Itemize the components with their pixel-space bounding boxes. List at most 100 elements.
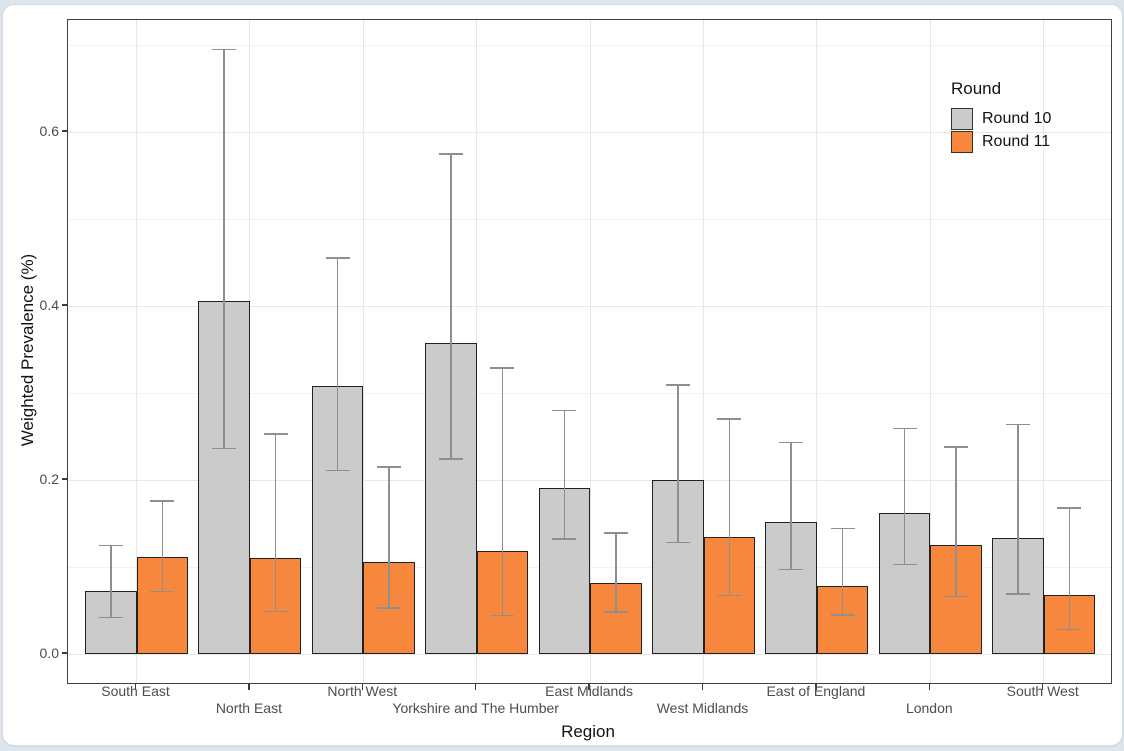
error-bar-cap xyxy=(1057,628,1082,631)
gridline-x xyxy=(929,20,931,683)
gridline-x xyxy=(136,20,137,683)
x-tick-mark xyxy=(701,683,704,690)
y-tick-mark xyxy=(62,130,67,132)
error-bar-cap xyxy=(552,409,577,412)
gridline-x xyxy=(589,20,591,683)
error-bar-cap xyxy=(892,563,917,566)
x-tick-label-1: South East xyxy=(101,683,170,699)
x-tick-mark xyxy=(1041,683,1044,690)
x-tick-label-2: North East xyxy=(215,700,282,716)
error-bar-cap xyxy=(263,610,288,613)
x-tick-mark xyxy=(928,683,931,690)
gridline-x xyxy=(362,20,364,683)
error-bar-cap xyxy=(377,466,402,468)
error-bar-cap xyxy=(717,418,742,420)
y-tick-mark xyxy=(62,652,67,654)
error-bar-line xyxy=(450,153,452,460)
gridline-x xyxy=(703,20,704,683)
error-bar-cap xyxy=(98,616,123,619)
error-bar-line xyxy=(336,258,339,471)
error-bar-cap xyxy=(830,527,855,530)
y-tick-mark xyxy=(62,304,67,306)
x-tick-label-7: East of England xyxy=(766,683,866,699)
error-bar-cap xyxy=(779,568,804,571)
x-tick-mark xyxy=(134,683,137,690)
error-bar-line xyxy=(677,385,679,543)
gridline-x xyxy=(1043,20,1045,683)
legend-title: Round xyxy=(951,79,1002,98)
gridline-minor-y xyxy=(68,44,1111,46)
y-tick-label: 0.6 xyxy=(39,123,59,139)
error-bar-cap xyxy=(944,595,969,598)
x-axis-title: Region xyxy=(561,722,615,741)
error-bar-line xyxy=(615,533,617,613)
error-bar-cap xyxy=(438,153,463,155)
gridline-major-y xyxy=(68,305,1111,307)
error-bar-cap xyxy=(490,367,515,369)
y-tick-label: 0.4 xyxy=(39,297,59,313)
x-tick-label-3: North West xyxy=(327,683,398,699)
error-bar-cap xyxy=(892,427,917,430)
legend-label-round-10: Round 10 xyxy=(982,109,1052,127)
x-tick-mark xyxy=(588,683,590,690)
gridline-major-y xyxy=(68,479,1111,481)
error-bar-cap xyxy=(944,446,969,448)
gridline-major-y xyxy=(68,131,1111,133)
legend-swatch-round-10-icon xyxy=(951,107,973,130)
error-bar-line xyxy=(955,446,957,597)
error-bar-cap xyxy=(603,611,628,613)
plot-card: Weighted Prevalence (%) Region Round Rou… xyxy=(2,4,1123,746)
error-bar-cap xyxy=(779,441,804,444)
error-bar-line xyxy=(274,433,277,612)
error-bar-line xyxy=(161,500,163,592)
legend-item-round-11: Round 11 xyxy=(951,130,1051,153)
error-bar-cap xyxy=(377,607,402,609)
legend-label-round-11: Round 11 xyxy=(982,132,1051,150)
x-tick-mark xyxy=(474,683,477,690)
x-tick-label-5: East Midlands xyxy=(545,683,634,699)
error-bar-cap xyxy=(212,48,237,51)
error-bar-cap xyxy=(603,532,628,534)
plot-panel xyxy=(67,19,1112,684)
error-bar-cap xyxy=(1057,507,1082,509)
y-tick-mark xyxy=(62,478,67,480)
error-bar-cap xyxy=(150,500,175,502)
gridline-minor-y xyxy=(68,218,1111,220)
error-bar-line xyxy=(1068,507,1071,630)
legend: Round Round 10 Round 11 xyxy=(951,79,1051,153)
gridline-major-y xyxy=(68,653,1111,655)
error-bar-cap xyxy=(325,469,350,472)
error-bar-line xyxy=(728,419,730,596)
error-bar-cap xyxy=(1005,423,1030,426)
error-bar-line xyxy=(790,442,792,570)
legend-item-round-10: Round 10 xyxy=(951,107,1051,130)
error-bar-line xyxy=(388,466,390,608)
gridline-x xyxy=(476,20,478,683)
gridline-x xyxy=(249,20,251,683)
error-bar-cap xyxy=(552,538,577,540)
error-bar-line xyxy=(563,410,566,540)
bar-round-11 xyxy=(816,586,869,654)
x-tick-mark xyxy=(361,683,364,690)
error-bar-line xyxy=(501,367,504,616)
y-tick-label: 0.0 xyxy=(39,645,59,661)
error-bar-cap xyxy=(490,614,515,617)
error-bar-cap xyxy=(1005,593,1030,595)
x-tick-mark xyxy=(248,683,250,690)
gridline-minor-y xyxy=(68,392,1111,394)
x-tick-mark xyxy=(815,683,817,690)
y-tick-label: 0.2 xyxy=(39,471,59,487)
error-bar-line xyxy=(223,49,225,449)
error-bar-cap xyxy=(212,447,237,450)
error-bar-line xyxy=(110,545,112,618)
legend-swatch-round-11-icon xyxy=(951,130,973,153)
error-bar-cap xyxy=(665,384,690,386)
error-bar-cap xyxy=(665,541,690,544)
error-bar-cap xyxy=(150,590,175,593)
error-bar-cap xyxy=(717,594,742,597)
error-bar-line xyxy=(841,528,844,615)
error-bar-cap xyxy=(263,433,288,435)
error-bar-cap xyxy=(438,458,463,460)
error-bar-line xyxy=(1017,424,1019,594)
